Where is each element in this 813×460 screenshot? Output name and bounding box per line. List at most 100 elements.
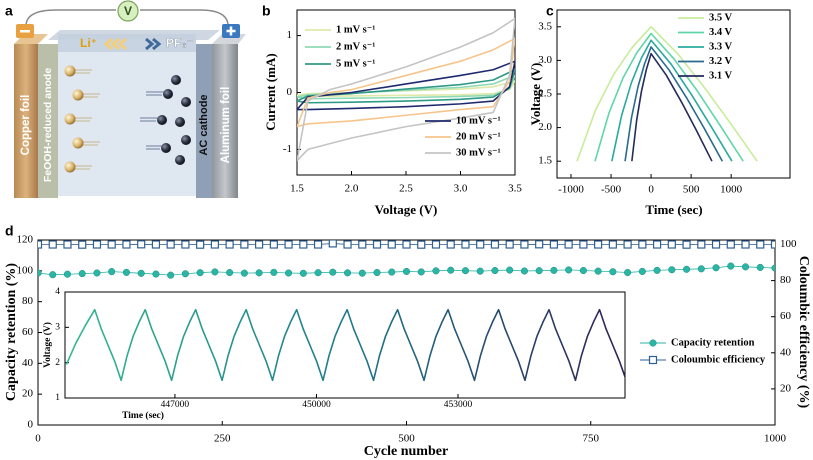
marker xyxy=(63,270,72,278)
marker xyxy=(48,240,57,249)
voltmeter xyxy=(117,0,139,22)
marker xyxy=(697,240,706,249)
series-line xyxy=(594,32,744,162)
y-tick-label: 60 xyxy=(22,326,34,338)
schematic: a V Li⁺ PF₆⁻ xyxy=(5,0,246,198)
marker xyxy=(535,240,544,249)
y-axis-label: Current (mA) xyxy=(263,53,278,130)
y-tick-label: 120 xyxy=(17,234,34,246)
anode-layer xyxy=(38,44,58,198)
marker xyxy=(756,263,764,271)
marker xyxy=(63,240,72,249)
x-tick-label: 750 xyxy=(583,433,600,445)
ion-trail xyxy=(74,69,100,170)
x-tick-label: 250 xyxy=(214,433,231,445)
panel-label: b xyxy=(262,3,271,19)
marker xyxy=(711,240,721,249)
y-tick-label: 3.5 xyxy=(538,20,552,32)
marker xyxy=(285,269,293,277)
marker xyxy=(388,268,396,276)
cation-sphere xyxy=(64,65,76,77)
marker xyxy=(167,271,175,279)
chart-panel: 447000 450000 453000 1 2 3 4 Time (sec) Voltage … xyxy=(42,287,626,421)
plot-area xyxy=(38,240,775,279)
x-tick-label: 447000 xyxy=(161,400,190,410)
marker xyxy=(520,240,529,249)
marker xyxy=(564,240,573,249)
marker xyxy=(181,240,190,249)
copper-foil-label: Copper foil xyxy=(20,95,32,156)
anion-sphere xyxy=(175,155,185,165)
marker xyxy=(727,262,735,270)
y-tick-label: 0 xyxy=(287,86,293,98)
marker xyxy=(137,269,145,277)
y-tick-label: 0 xyxy=(28,419,34,431)
marker xyxy=(226,268,234,277)
y2-tick-label: 20 xyxy=(780,382,792,394)
marker xyxy=(166,240,175,249)
marker xyxy=(417,240,426,249)
marker xyxy=(255,269,263,277)
x-tick-label: 3.0 xyxy=(454,183,468,195)
plot-area xyxy=(65,308,625,382)
minus-sign xyxy=(20,30,30,33)
marker xyxy=(624,268,632,277)
marker xyxy=(270,268,278,276)
series-line xyxy=(297,60,515,111)
marker xyxy=(210,240,219,249)
legend-label: 3.2 V xyxy=(709,56,733,67)
y-tick-label: 3.0 xyxy=(538,54,552,66)
voltmeter-label: V xyxy=(124,4,132,18)
marker xyxy=(402,267,411,276)
y-tick-label: 2.5 xyxy=(538,88,552,100)
legend-label: 30 mV s⁻¹ xyxy=(456,147,501,158)
anions xyxy=(140,75,191,165)
y2-axis-label: Coloumbic efficiency (%) xyxy=(796,256,811,409)
x-tick-label: 0 xyxy=(648,184,654,196)
marker xyxy=(373,268,381,277)
anion-label: PF₆⁻ xyxy=(166,36,193,50)
marker xyxy=(417,268,425,276)
marker xyxy=(476,267,484,275)
legend-label: 2 mV s⁻¹ xyxy=(336,41,375,52)
marker xyxy=(594,240,603,249)
marker xyxy=(491,266,499,275)
legend-label: 20 mV s⁻¹ xyxy=(456,131,501,142)
marker xyxy=(535,267,543,275)
cation-sphere xyxy=(72,137,84,149)
marker xyxy=(446,240,455,249)
marker xyxy=(431,240,441,249)
anion-sphere xyxy=(171,75,181,85)
x-axis-label: Time (sec) xyxy=(122,410,164,421)
ion-trail xyxy=(140,91,164,150)
marker xyxy=(49,271,57,279)
x-axis-label: Voltage (V) xyxy=(375,202,438,217)
cathode-label: AC cathode xyxy=(198,94,210,155)
legend-label: 1 mV s⁻¹ xyxy=(336,24,375,35)
marker xyxy=(653,266,661,274)
marker xyxy=(771,264,775,272)
marker xyxy=(652,240,662,249)
marker xyxy=(78,240,87,249)
marker xyxy=(313,240,323,249)
marker xyxy=(549,240,559,249)
marker xyxy=(402,240,411,249)
marker xyxy=(299,269,307,277)
x-tick-label: 453000 xyxy=(444,400,473,410)
legend-label: 3.3 V xyxy=(709,41,733,52)
series-line xyxy=(65,308,625,382)
y-tick-label: 1.5 xyxy=(538,155,552,167)
y2-tick-label: 60 xyxy=(780,310,792,322)
series-line xyxy=(297,17,515,162)
marker xyxy=(594,267,602,275)
x-tick-label: 1.5 xyxy=(290,183,304,195)
y-tick-label: 2 xyxy=(55,358,60,368)
plot-area xyxy=(576,26,758,162)
marker xyxy=(387,240,396,249)
marker xyxy=(343,240,352,249)
marker xyxy=(770,240,775,249)
marker xyxy=(683,265,691,273)
series-line xyxy=(611,39,733,162)
